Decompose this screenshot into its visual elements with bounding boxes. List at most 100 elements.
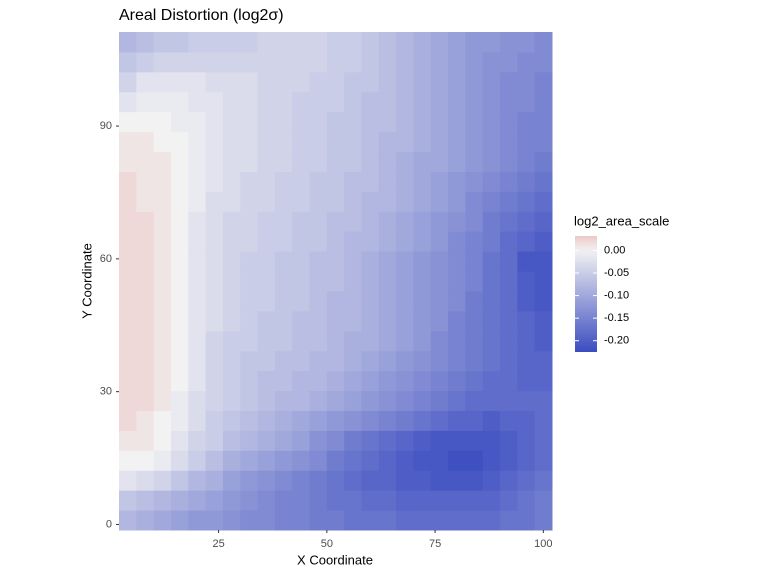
- heatmap-cell: [136, 390, 155, 411]
- heatmap-cell: [222, 370, 241, 392]
- heatmap-cell: [240, 171, 259, 192]
- heatmap-cell: [448, 191, 466, 212]
- heatmap-cell: [292, 211, 311, 232]
- heatmap-cell: [188, 32, 207, 53]
- heatmap-cell: [465, 32, 484, 53]
- heatmap-cell: [482, 510, 501, 531]
- heatmap-cell: [361, 191, 380, 212]
- heatmap-cell: [170, 271, 189, 292]
- heatmap-cell: [517, 290, 536, 312]
- heatmap-cell: [517, 91, 536, 113]
- heatmap-cell: [448, 370, 466, 392]
- heatmap-cell: [153, 470, 172, 491]
- heatmap-cell: [430, 71, 449, 93]
- heatmap-cell: [222, 111, 241, 133]
- heatmap-cell: [136, 370, 155, 392]
- heatmap-cell: [326, 350, 345, 372]
- heatmap-cell: [188, 310, 207, 332]
- heatmap-cell: [326, 131, 345, 153]
- x-tick-label: 100: [534, 538, 552, 550]
- heatmap-cell: [309, 251, 328, 272]
- heatmap-cell: [500, 271, 518, 292]
- heatmap-cell: [361, 330, 380, 352]
- heatmap-cell: [119, 51, 137, 73]
- heatmap-cell: [292, 131, 311, 153]
- heatmap-cell: [396, 310, 414, 332]
- heatmap-cell: [257, 370, 276, 392]
- heatmap-cell: [240, 310, 259, 332]
- heatmap-cell: [448, 350, 466, 372]
- heatmap-cell: [222, 290, 241, 312]
- heatmap-cell: [361, 450, 380, 471]
- heatmap-cell: [309, 450, 328, 471]
- heatmap-cell: [292, 51, 311, 73]
- heatmap-cell: [361, 350, 380, 372]
- heatmap-cell: [361, 390, 380, 411]
- heatmap-cell: [170, 310, 189, 332]
- heatmap-cell: [136, 430, 155, 451]
- heatmap-cell: [205, 171, 224, 192]
- heatmap-cell: [240, 470, 259, 491]
- heatmap-cell: [222, 490, 241, 511]
- heatmap-cell: [153, 32, 172, 53]
- heatmap-cell: [430, 370, 449, 392]
- heatmap-cell: [326, 191, 345, 212]
- heatmap-cell: [119, 151, 137, 172]
- heatmap-cell: [361, 32, 380, 53]
- heatmap-cell: [292, 151, 311, 172]
- heatmap-cell: [170, 171, 189, 192]
- colorbar-label: -0.10: [604, 289, 629, 301]
- heatmap-cell: [482, 390, 501, 411]
- heatmap-cell: [534, 71, 553, 93]
- x-tick-label: 50: [321, 538, 333, 550]
- heatmap-cell: [274, 51, 293, 73]
- heatmap-cell: [309, 330, 328, 352]
- x-tick-label: 25: [212, 538, 224, 550]
- heatmap-cell: [153, 251, 172, 272]
- heatmap-cell: [326, 32, 345, 53]
- heatmap-cell: [257, 211, 276, 232]
- heatmap-cell: [344, 271, 362, 292]
- heatmap-cell: [361, 151, 380, 172]
- heatmap-cell: [326, 330, 345, 352]
- heatmap-cell: [534, 251, 553, 272]
- heatmap-cell: [274, 131, 293, 153]
- heatmap-cell: [396, 390, 414, 411]
- heatmap-cell: [240, 510, 259, 531]
- heatmap-cell: [500, 71, 518, 93]
- heatmap-cell: [274, 310, 293, 332]
- heatmap-cell: [448, 151, 466, 172]
- heatmap-cell: [448, 131, 466, 153]
- heatmap-cell: [378, 51, 397, 73]
- heatmap-cell: [517, 171, 536, 192]
- heatmap-cell: [482, 211, 501, 232]
- heatmap-cell: [222, 51, 241, 73]
- heatmap-cell: [153, 430, 172, 451]
- heatmap-cell: [188, 211, 207, 232]
- heatmap-cell: [413, 370, 432, 392]
- heatmap-cell: [500, 370, 518, 392]
- heatmap-cell: [396, 510, 414, 531]
- heatmap-cell: [396, 191, 414, 212]
- heatmap-cell: [274, 450, 293, 471]
- heatmap-cell: [378, 430, 397, 451]
- heatmap-cell: [500, 231, 518, 252]
- heatmap-cell: [413, 490, 432, 511]
- heatmap-cell: [378, 490, 397, 511]
- heatmap-cell: [361, 310, 380, 332]
- heatmap-cell: [534, 370, 553, 392]
- heatmap-cell: [205, 450, 224, 471]
- heatmap-cell: [413, 211, 432, 232]
- heatmap-cell: [222, 330, 241, 352]
- heatmap-cell: [378, 370, 397, 392]
- heatmap-cell: [188, 271, 207, 292]
- heatmap-cell: [500, 151, 518, 172]
- heatmap-cell: [136, 330, 155, 352]
- heatmap-cell: [482, 330, 501, 352]
- heatmap-cell: [500, 450, 518, 471]
- heatmap-cell: [430, 330, 449, 352]
- heatmap-cell: [188, 290, 207, 312]
- heatmap-cell: [344, 191, 362, 212]
- heatmap-cell: [292, 490, 311, 511]
- heatmap-cell: [170, 450, 189, 471]
